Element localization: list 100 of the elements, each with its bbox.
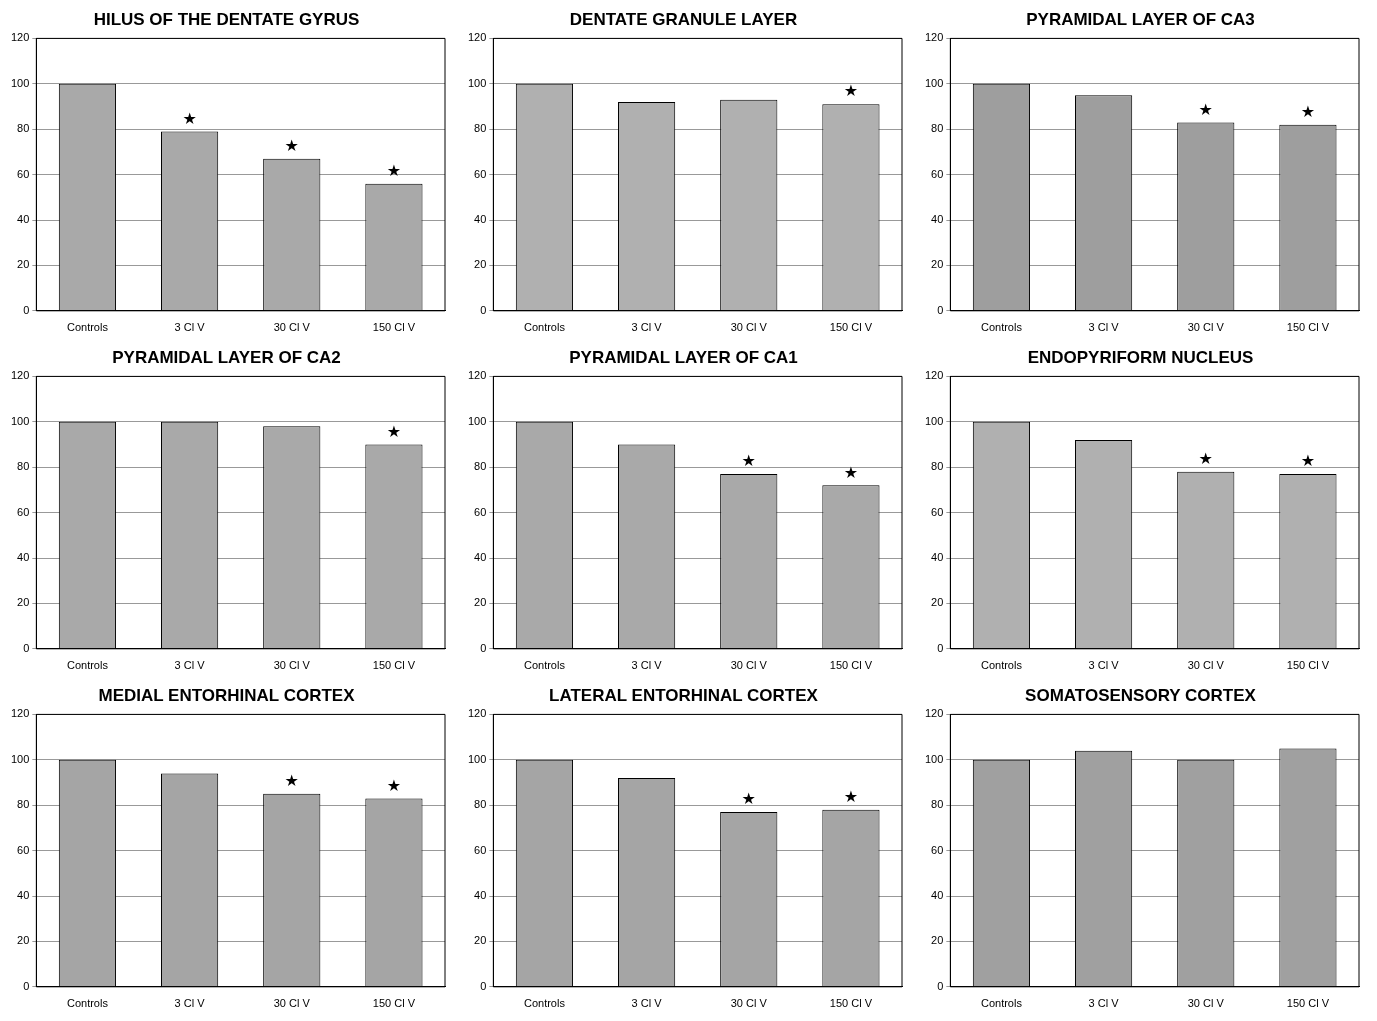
y-tick-label: 120 (10, 31, 30, 44)
annotation: ★ (741, 789, 756, 809)
y-tick-label: 100 (10, 76, 30, 89)
annotation: ★ (843, 462, 859, 482)
annotation: ★ (843, 786, 859, 806)
annotation: ★ (182, 108, 197, 128)
y-tick-label: 20 (931, 596, 944, 609)
y-tick-label: 40 (474, 213, 487, 226)
annotation: ★ (386, 160, 402, 180)
y-tick-label: 20 (931, 258, 944, 271)
y-tick-label: 0 (480, 641, 487, 654)
x-tick-label: 30 Cl V (730, 997, 768, 1010)
x-tick-label: 150 Cl V (372, 659, 416, 672)
x-tick-label: 150 Cl V (1286, 321, 1330, 334)
x-tick-label: 3 Cl V (1088, 321, 1120, 334)
y-tick-label: 100 (924, 76, 944, 89)
x-tick-label: 150 Cl V (372, 997, 416, 1010)
x-tick-label: Controls (66, 659, 109, 672)
y-tick-label: 0 (480, 979, 487, 992)
y-tick-label: 40 (17, 213, 30, 226)
y-tick-label: 80 (474, 460, 487, 473)
y-tick-label: 40 (931, 213, 944, 226)
y-tick-label: 60 (931, 843, 944, 856)
x-tick-label: Controls (523, 997, 566, 1010)
x-tick-label: 150 Cl V (1286, 997, 1330, 1010)
y-tick-label: 60 (474, 505, 487, 518)
x-tick-label: Controls (66, 997, 109, 1010)
y-tick-label: 40 (474, 889, 487, 902)
x-tick-label: 3 Cl V (1088, 997, 1120, 1010)
x-tick-label: Controls (980, 997, 1023, 1010)
y-tick-label: 80 (474, 122, 487, 135)
annotation: ★ (1198, 448, 1213, 468)
y-tick-label: 60 (931, 167, 944, 180)
y-tick-label: 20 (17, 934, 30, 947)
x-tick-label: 150 Cl V (829, 997, 873, 1010)
y-tick-label: 40 (931, 889, 944, 902)
y-tick-label: 0 (937, 979, 944, 992)
y-tick-label: 80 (474, 798, 487, 811)
y-tick-label: 120 (467, 369, 487, 382)
y-tick-label: 100 (924, 414, 944, 427)
annotation: ★ (843, 81, 859, 101)
x-tick-label: 3 Cl V (174, 997, 206, 1010)
chart-title: MEDIAL ENTORHINAL CORTEX (98, 685, 356, 705)
y-tick-label: 60 (17, 505, 30, 518)
x-tick-label: 3 Cl V (631, 659, 663, 672)
y-tick-label: 20 (474, 934, 487, 947)
x-tick-label: Controls (66, 321, 109, 334)
x-tick-label: 150 Cl V (1286, 659, 1330, 672)
y-tick-label: 0 (23, 979, 30, 992)
annotation: ★ (1198, 99, 1213, 119)
y-tick-label: 40 (474, 551, 487, 564)
y-tick-label: 100 (10, 414, 30, 427)
y-tick-label: 0 (937, 303, 944, 316)
y-tick-label: 20 (17, 596, 30, 609)
y-tick-label: 120 (10, 707, 30, 720)
y-tick-label: 100 (10, 752, 30, 765)
y-tick-label: 40 (17, 889, 30, 902)
y-tick-label: 20 (474, 258, 487, 271)
y-tick-label: 0 (23, 303, 30, 316)
y-tick-label: 60 (17, 167, 30, 180)
y-tick-label: 20 (931, 934, 944, 947)
y-tick-label: 120 (467, 707, 487, 720)
y-tick-label: 80 (931, 460, 944, 473)
y-tick-label: 100 (467, 414, 487, 427)
x-tick-label: 30 Cl V (1187, 659, 1225, 672)
x-tick-label: 30 Cl V (730, 321, 768, 334)
x-tick-label: 30 Cl V (730, 659, 768, 672)
y-tick-label: 80 (931, 122, 944, 135)
y-tick-label: 100 (467, 76, 487, 89)
y-tick-label: 80 (17, 122, 30, 135)
x-tick-label: Controls (980, 659, 1023, 672)
annotation: ★ (284, 135, 299, 155)
x-tick-label: 150 Cl V (829, 659, 873, 672)
annotation: ★ (1300, 451, 1316, 471)
chart-title: LATERAL ENTORHINAL CORTEX (549, 685, 819, 705)
x-tick-label: 30 Cl V (1187, 321, 1225, 334)
y-tick-label: 0 (937, 641, 944, 654)
x-tick-label: 150 Cl V (372, 321, 416, 334)
chart-title: ENDOPYRIFORM NUCLEUS (1027, 347, 1254, 367)
y-tick-label: 20 (17, 258, 30, 271)
y-tick-label: 100 (467, 752, 487, 765)
annotation: ★ (1300, 101, 1316, 121)
chart-title: HILUS OF THE DENTATE GYRUS (93, 9, 360, 29)
y-tick-label: 60 (931, 505, 944, 518)
y-tick-label: 120 (467, 31, 487, 44)
x-tick-label: Controls (523, 321, 566, 334)
y-tick-label: 100 (924, 752, 944, 765)
y-tick-label: 60 (17, 843, 30, 856)
chart-title: PYRAMIDAL LAYER OF CA1 (569, 347, 798, 367)
y-tick-label: 120 (924, 369, 944, 382)
y-tick-label: 20 (474, 596, 487, 609)
y-tick-label: 120 (924, 31, 944, 44)
x-tick-label: 30 Cl V (1187, 997, 1225, 1010)
x-tick-label: 30 Cl V (273, 997, 311, 1010)
x-tick-label: Controls (980, 321, 1023, 334)
y-tick-label: 60 (474, 843, 487, 856)
x-tick-label: 3 Cl V (1088, 659, 1120, 672)
annotation: ★ (284, 771, 299, 791)
y-tick-label: 120 (924, 707, 944, 720)
x-tick-label: 3 Cl V (631, 997, 663, 1010)
